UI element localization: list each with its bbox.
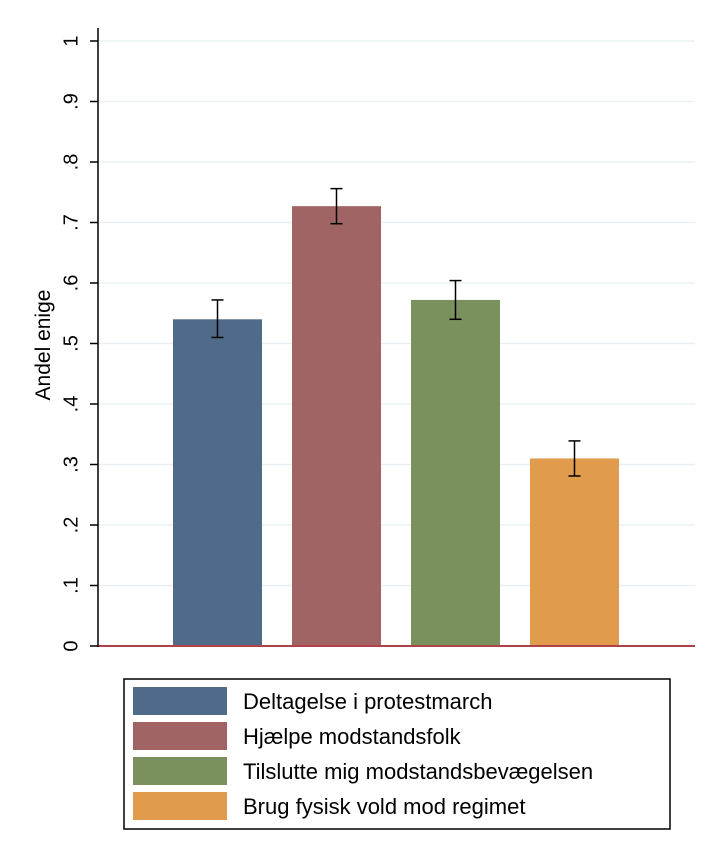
y-tick-label: .3 [60, 456, 82, 473]
legend-swatch [133, 792, 227, 820]
legend-label: Tilslutte mig modstandsbevægelsen [243, 759, 593, 784]
bars [173, 206, 619, 647]
y-tick-label: .2 [60, 517, 82, 534]
legend-swatch [133, 687, 227, 715]
legend-label: Brug fysisk vold mod regimet [243, 794, 525, 819]
legend-label: Hjælpe modstandsfolk [243, 724, 462, 749]
y-tick-label: 0 [60, 640, 82, 651]
y-axis-ticks: 0 .1 .2 .3 .4 .5 .6 .7 .8 .9 1 [60, 35, 98, 652]
y-tick-label: .9 [60, 93, 82, 110]
y-tick-label: .5 [60, 335, 82, 352]
y-tick-label: .4 [60, 396, 82, 413]
bar [173, 319, 262, 646]
legend-swatch [133, 722, 227, 750]
y-tick-label: .8 [60, 154, 82, 171]
y-tick-label: .1 [60, 577, 82, 594]
bar [530, 458, 619, 646]
y-tick-label: .6 [60, 275, 82, 292]
y-axis-title: Andel enige [32, 290, 55, 401]
legend-label: Deltagelse i protestmarch [243, 689, 492, 714]
legend: Deltagelse i protestmarch Hjælpe modstand… [133, 687, 593, 820]
y-tick-label: .7 [60, 214, 82, 231]
error-bars [211, 187, 581, 477]
bar [411, 299, 500, 646]
legend-swatch [133, 757, 227, 785]
y-tick-label: 1 [60, 35, 82, 46]
bar [292, 206, 381, 647]
